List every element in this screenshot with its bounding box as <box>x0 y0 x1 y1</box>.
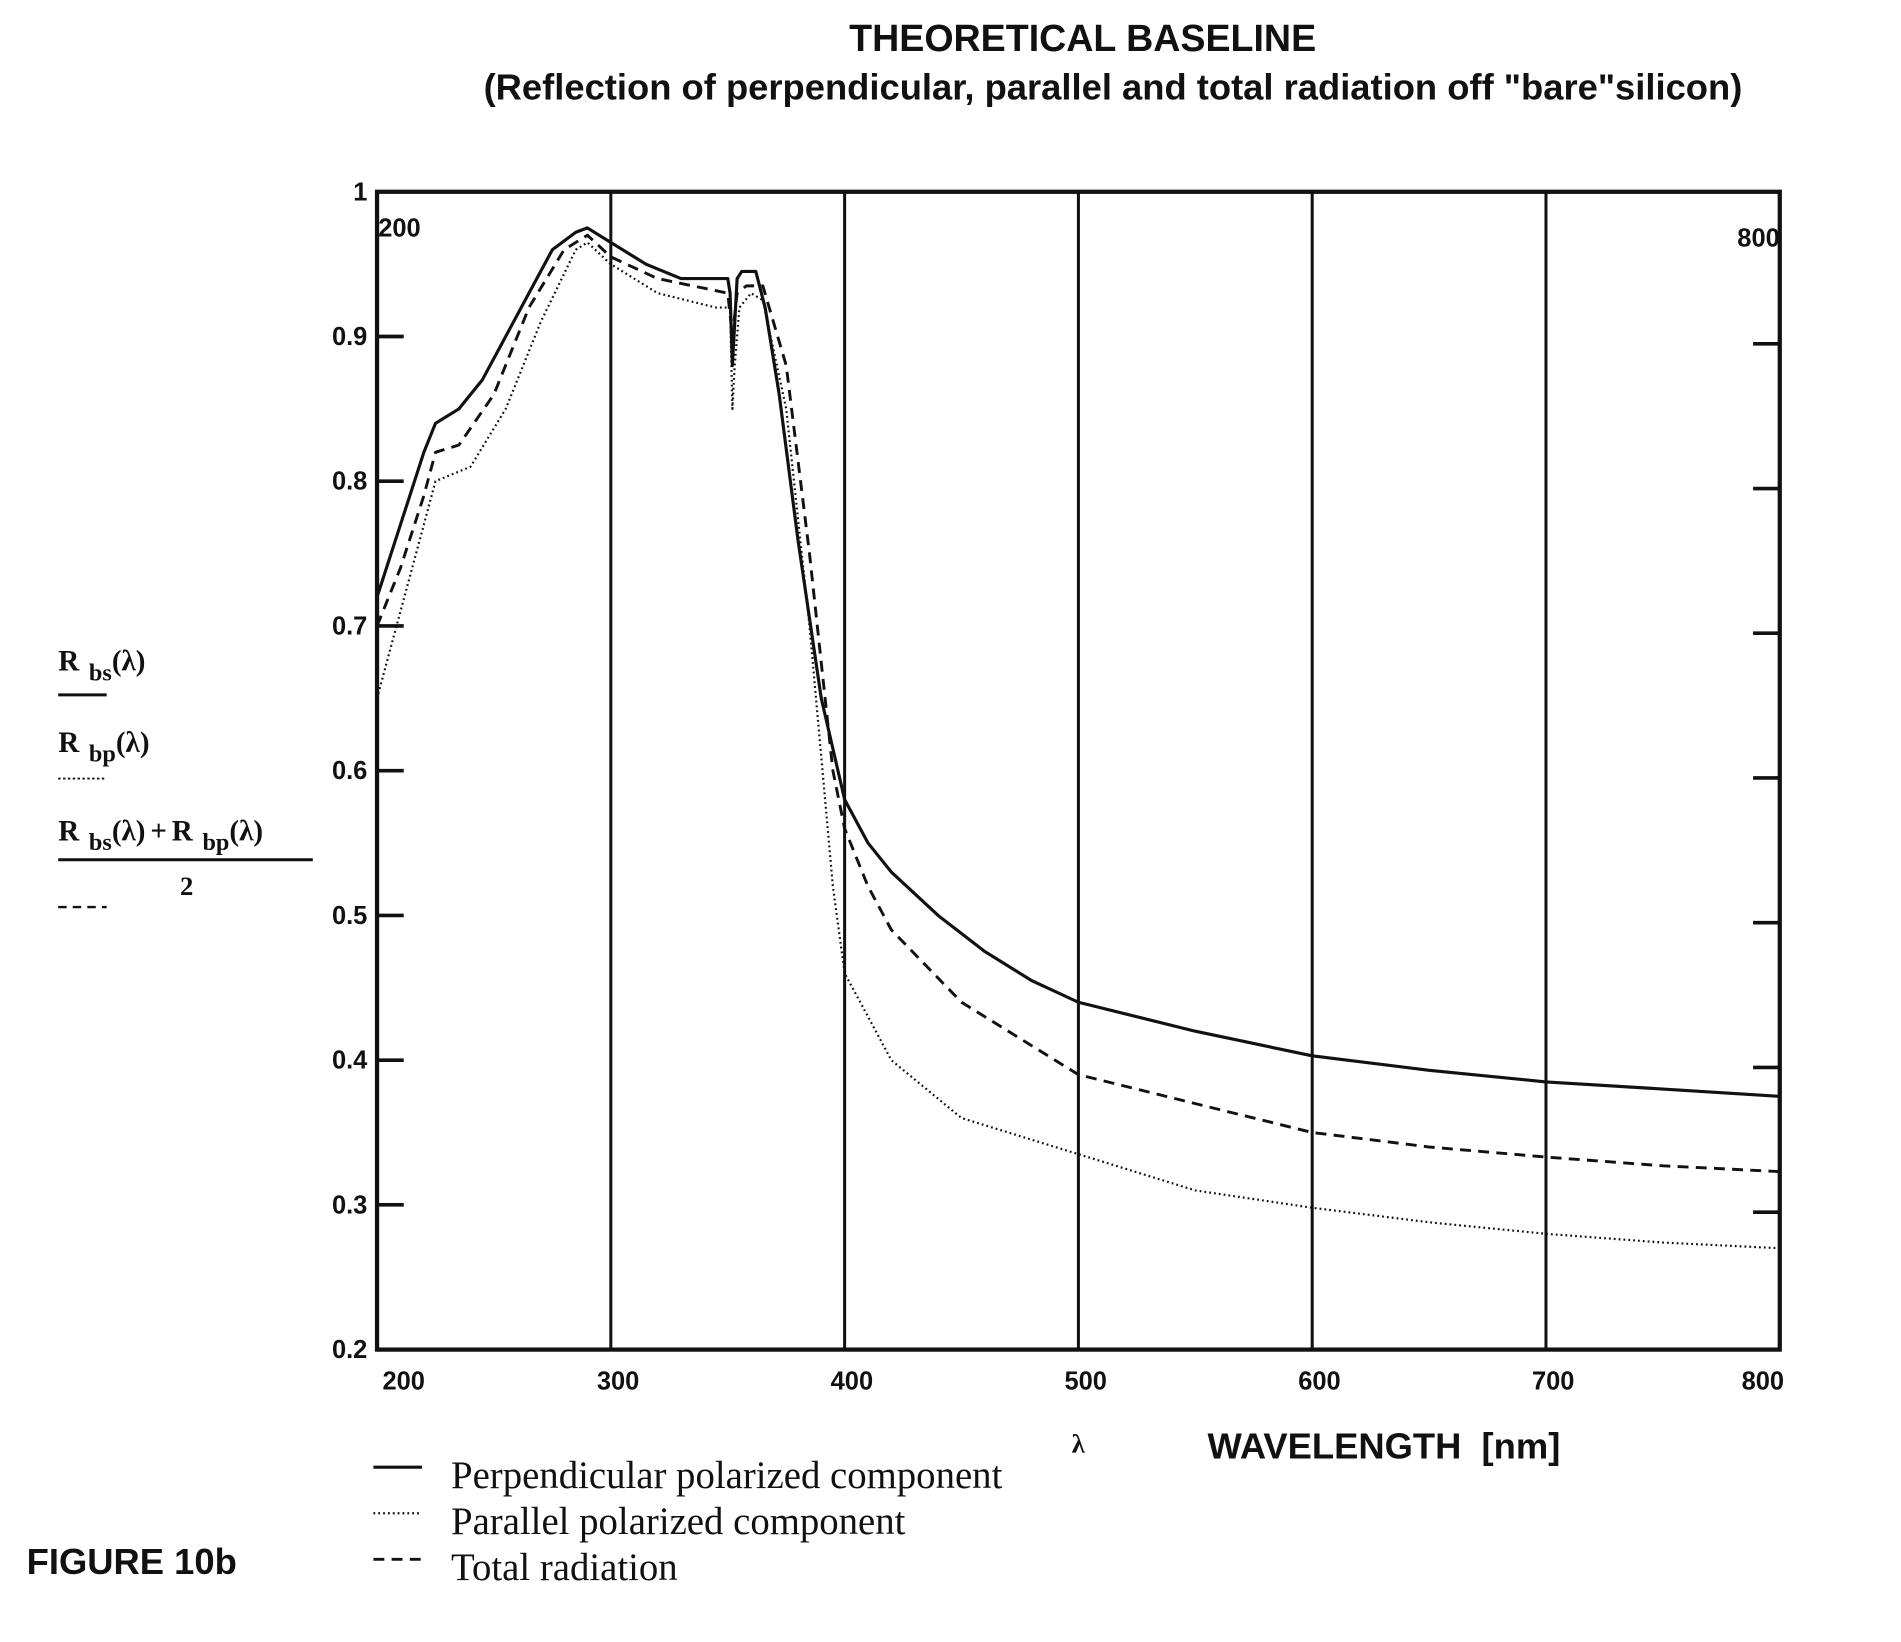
y-tick-label: 0.9 <box>332 323 367 351</box>
svg-text:2: 2 <box>180 871 193 901</box>
y-tick-label: 0.2 <box>332 1336 367 1364</box>
svg-text:Rbs(λ)+Rbp(λ): Rbs(λ) + Rbp(λ) <box>58 815 263 856</box>
figure-label: FIGURE 10b <box>27 1541 237 1582</box>
corner-label-top-left: 200 <box>378 215 420 243</box>
svg-text:Rbs(λ): Rbs(λ) <box>58 646 145 687</box>
svg-text:Rbp(λ): Rbp(λ) <box>58 727 149 768</box>
chart-subtitle: (Reflection of perpendicular, parallel a… <box>484 67 1743 108</box>
series-line-dotted <box>375 241 1780 1250</box>
x-tick-label: 600 <box>1298 1368 1340 1396</box>
corner-label-top-right: 800 <box>1737 224 1779 252</box>
y-tick-label: 0.3 <box>332 1191 367 1219</box>
chart-title: THEORETICAL BASELINE <box>849 17 1316 59</box>
series-lines <box>375 226 1780 1250</box>
y-tick-label: 1 <box>353 178 367 206</box>
legend-label: Perpendicular polarized component <box>451 1454 1003 1497</box>
plot-area: 200 300 400 500 600 700 800 1 0.9 0.8 0.7 0.6 0.5 0.4… <box>332 178 1784 1395</box>
x-tick-label: 500 <box>1064 1368 1106 1396</box>
x-tick-label: 300 <box>597 1368 639 1396</box>
legend: Perpendicular polarized componentParalle… <box>373 1454 1003 1589</box>
legend-label: Total radiation <box>451 1546 678 1589</box>
x-tick-label: 700 <box>1532 1368 1574 1396</box>
x-symbol: λ <box>1072 1429 1086 1459</box>
y-tick-label: 0.8 <box>332 468 367 496</box>
y-tick-label: 0.5 <box>332 902 367 930</box>
y-tick-label: 0.7 <box>332 612 367 640</box>
series-line-dashed <box>375 233 1780 1174</box>
y-tick-label: 0.4 <box>332 1047 368 1075</box>
x-tick-label: 800 <box>1742 1368 1784 1396</box>
legend-label: Parallel polarized component <box>451 1500 906 1543</box>
series-line-solid <box>375 226 1780 1098</box>
x-tick-label: 400 <box>831 1368 873 1396</box>
x-axis-label: WAVELENGTH [nm] <box>1208 1426 1561 1467</box>
y-tick-label: 0.6 <box>332 757 367 785</box>
x-tick-label: 200 <box>382 1368 424 1396</box>
